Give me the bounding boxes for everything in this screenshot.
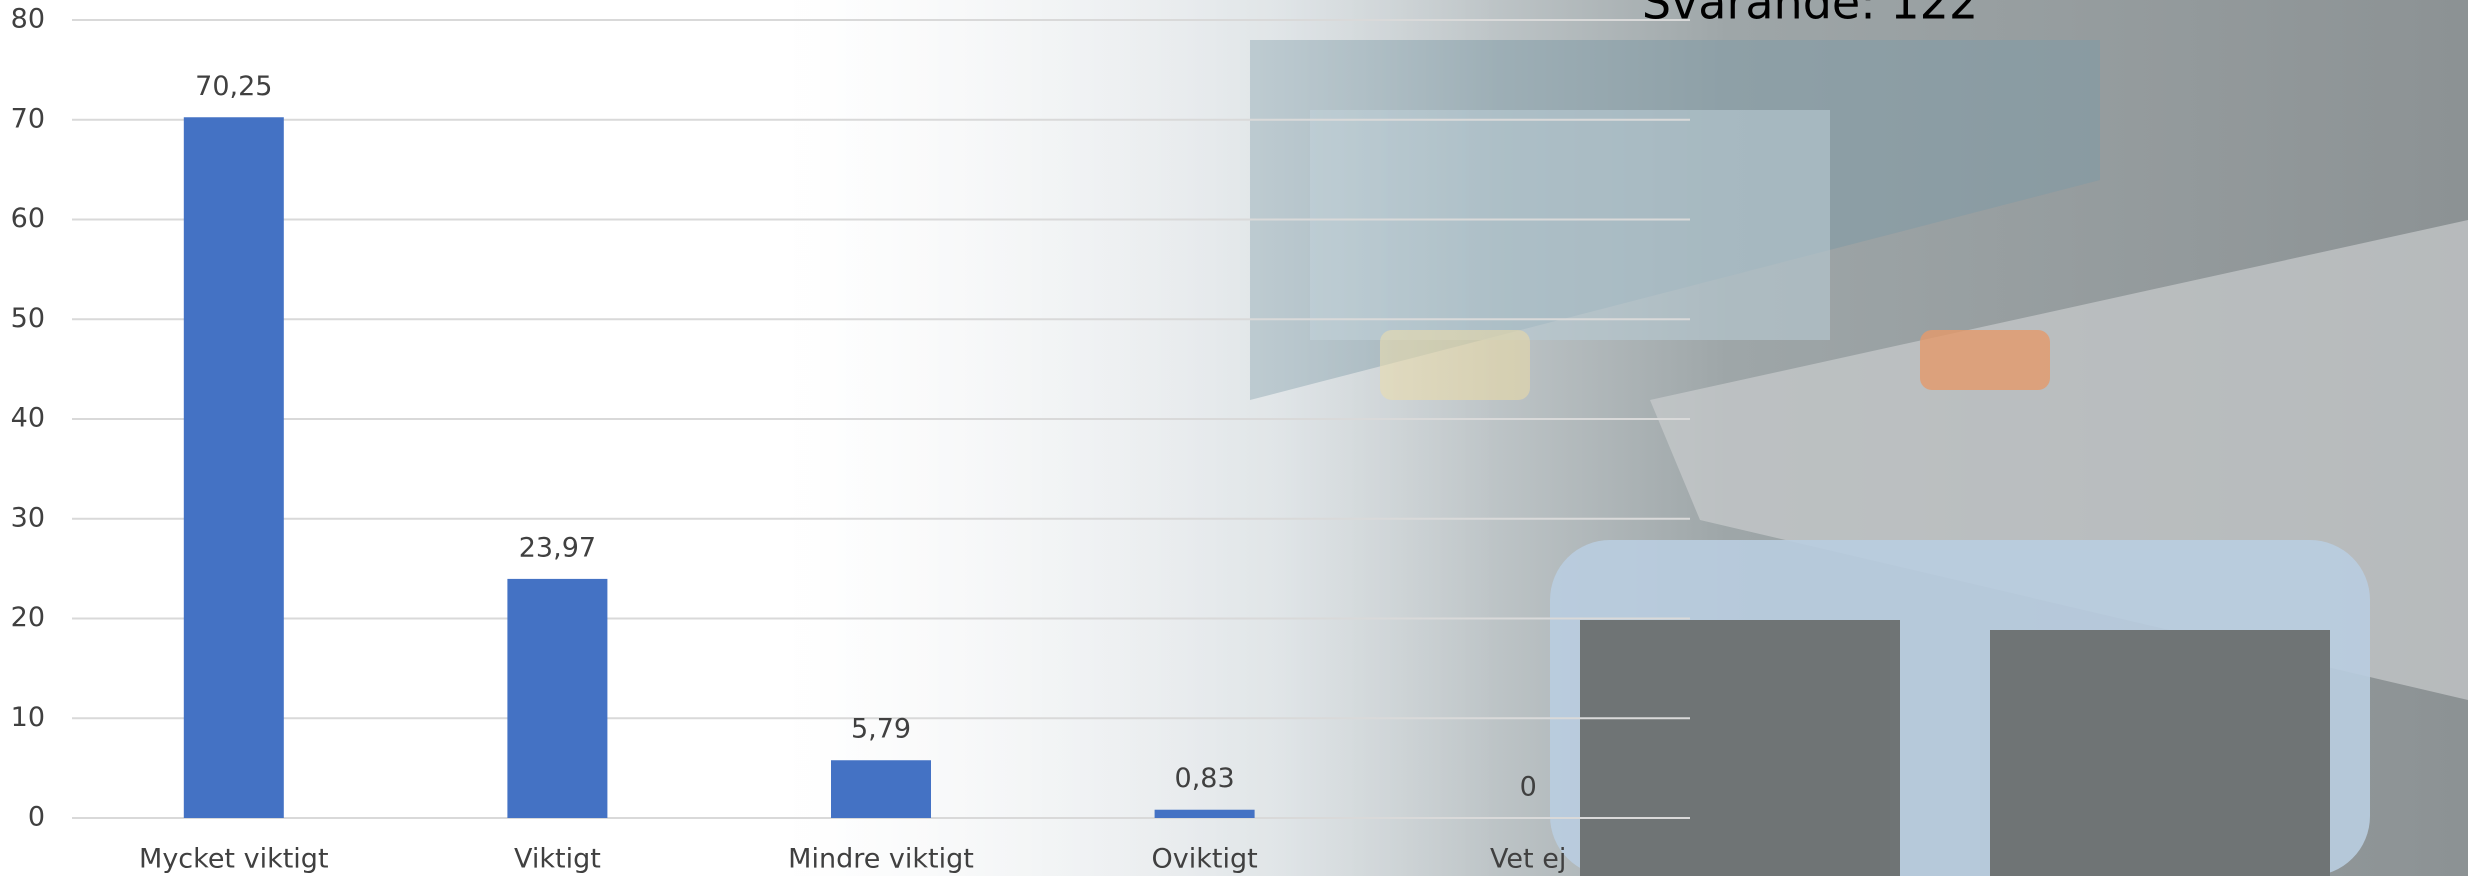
x-tick-label: Mindre viktigt — [788, 844, 974, 875]
y-tick-label: 60 — [11, 203, 45, 234]
value-label: 5,79 — [851, 714, 911, 745]
y-tick-label: 0 — [28, 802, 45, 833]
y-tick-label: 10 — [11, 702, 45, 733]
y-tick-label: 70 — [11, 103, 45, 134]
y-tick-label: 20 — [11, 602, 45, 633]
bar — [1154, 809, 1255, 818]
x-tick-label: Oviktigt — [1152, 844, 1258, 875]
y-tick-label: 50 — [11, 303, 45, 334]
bar — [507, 578, 608, 818]
y-tick-label: 40 — [11, 403, 45, 434]
bar — [831, 760, 931, 818]
value-label: 70,25 — [195, 71, 272, 102]
value-label: 0,83 — [1175, 763, 1235, 794]
value-label: 23,97 — [519, 532, 596, 563]
y-tick-label: 30 — [11, 502, 45, 533]
subtitle: Svarande: 122 — [1642, 0, 1978, 30]
x-tick-label: Mycket viktigt — [139, 844, 329, 875]
x-tick-label: Viktigt — [514, 844, 601, 875]
value-label: 0 — [1520, 772, 1537, 803]
x-tick-label: Vet ej — [1490, 844, 1566, 875]
bar — [183, 117, 284, 819]
y-tick-label: 80 — [11, 4, 45, 35]
